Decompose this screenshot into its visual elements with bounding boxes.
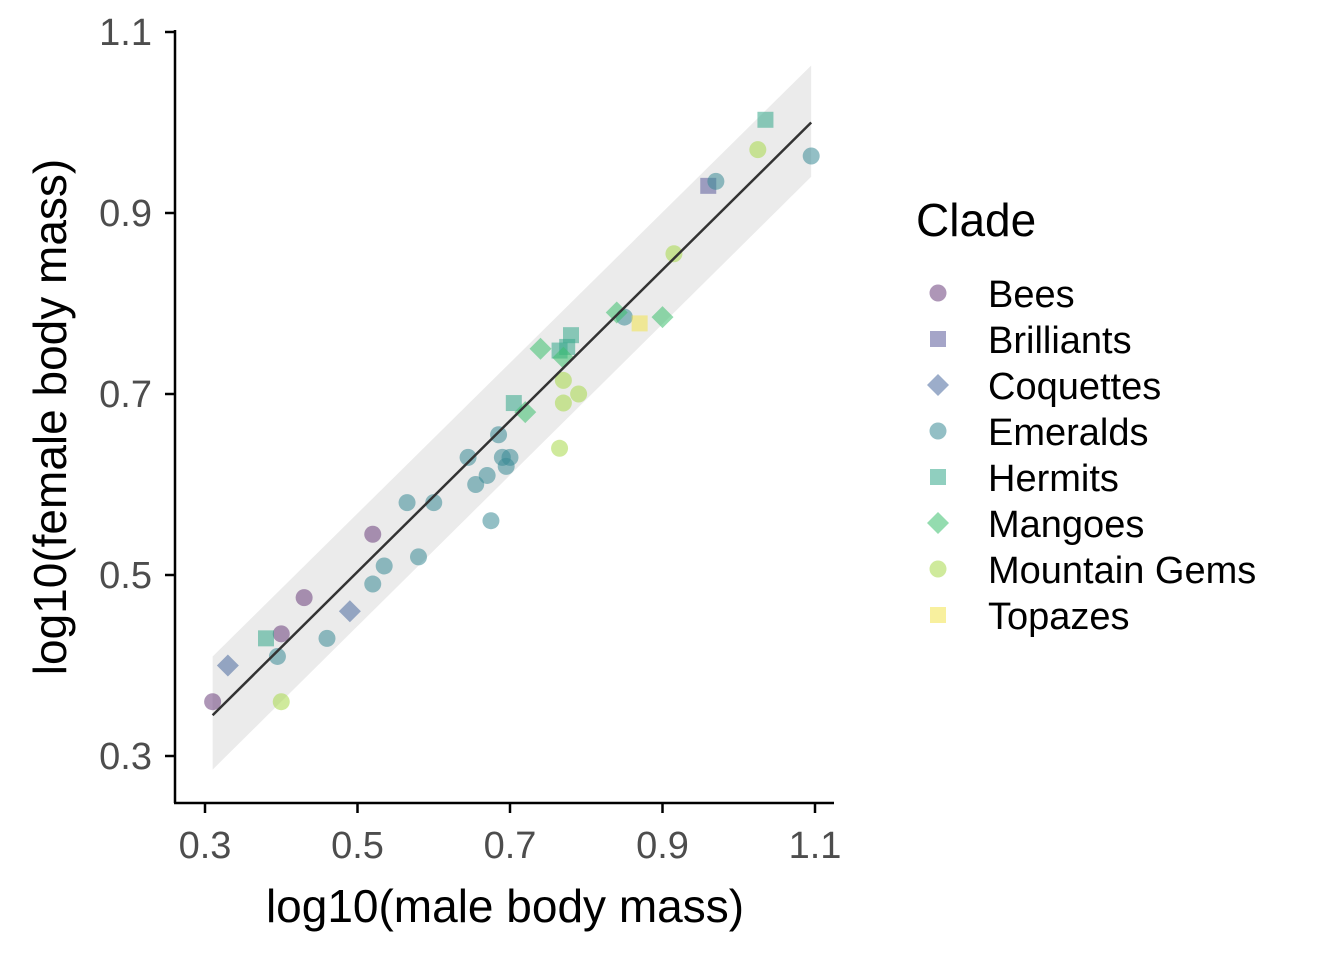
point-emeralds bbox=[375, 557, 393, 575]
y-tick-label: 0.9 bbox=[99, 193, 152, 235]
point-coquettes bbox=[216, 654, 239, 677]
point-emeralds bbox=[501, 448, 519, 466]
point-emeralds bbox=[707, 172, 725, 190]
legend-label-emeralds: Emeralds bbox=[988, 412, 1149, 454]
point-hermits bbox=[563, 327, 579, 344]
point-mountain-gems bbox=[551, 439, 569, 457]
legend-label-mountain-gems: Mountain Gems bbox=[988, 550, 1256, 592]
legend-key-mountain-gems bbox=[929, 560, 947, 578]
y-axis-title: log10(female body mass) bbox=[24, 159, 76, 675]
legend: Clade BeesBrilliantsCoquettesEmeraldsHer… bbox=[916, 194, 1256, 638]
point-mountain-gems bbox=[272, 693, 290, 711]
legend-title: Clade bbox=[916, 194, 1036, 246]
point-mountain-gems bbox=[749, 141, 767, 159]
legend-label-hermits: Hermits bbox=[988, 458, 1119, 500]
point-mountain-gems bbox=[665, 245, 683, 263]
point-emeralds bbox=[410, 548, 427, 566]
point-emeralds bbox=[482, 512, 500, 530]
x-axis-title: log10(male body mass) bbox=[266, 880, 744, 932]
legend-items: BeesBrilliantsCoquettesEmeraldsHermitsMa… bbox=[927, 274, 1256, 638]
x-tick-label: 0.7 bbox=[484, 825, 537, 867]
legend-key-bees bbox=[929, 284, 947, 302]
legend-label-brilliants: Brilliants bbox=[988, 320, 1132, 362]
y-tick-label: 0.7 bbox=[99, 374, 152, 416]
legend-label-mangoes: Mangoes bbox=[988, 504, 1144, 546]
point-hermits bbox=[757, 111, 774, 128]
y-tick-label: 0.5 bbox=[99, 555, 152, 597]
x-axis-ticks: 0.3 0.5 0.7 0.9 1.1 bbox=[179, 803, 842, 867]
point-mangoes bbox=[514, 401, 537, 424]
point-bees bbox=[364, 525, 382, 543]
legend-label-bees: Bees bbox=[988, 274, 1075, 316]
x-tick-label: 0.5 bbox=[331, 825, 384, 867]
legend-label-topazes: Topazes bbox=[988, 596, 1130, 638]
point-mangoes bbox=[651, 306, 674, 329]
point-emeralds bbox=[490, 426, 508, 444]
point-emeralds bbox=[467, 476, 485, 493]
y-tick-label: 1.1 bbox=[99, 12, 152, 54]
legend-key-brilliants bbox=[930, 331, 946, 347]
point-mangoes bbox=[605, 301, 628, 324]
x-tick-label: 0.3 bbox=[179, 825, 232, 867]
point-mountain-gems bbox=[570, 385, 588, 403]
point-emeralds bbox=[268, 647, 286, 665]
point-mountain-gems bbox=[554, 394, 572, 412]
point-coquettes bbox=[338, 600, 361, 623]
x-tick-label: 0.9 bbox=[636, 825, 689, 867]
point-mangoes bbox=[529, 337, 552, 360]
point-emeralds bbox=[425, 494, 443, 512]
plot-panel bbox=[204, 65, 820, 770]
y-axis-ticks: 0.3 0.5 0.7 0.9 1.1 bbox=[99, 12, 175, 778]
y-tick-label: 0.3 bbox=[99, 736, 152, 778]
point-bees bbox=[204, 693, 222, 711]
legend-key-mangoes bbox=[927, 512, 949, 534]
point-bees bbox=[272, 625, 290, 643]
point-emeralds bbox=[459, 448, 477, 466]
point-emeralds bbox=[364, 575, 382, 593]
point-hermits bbox=[505, 395, 522, 412]
point-mountain-gems bbox=[554, 371, 572, 389]
point-emeralds bbox=[802, 147, 820, 165]
x-tick-label: 1.1 bbox=[789, 825, 842, 867]
legend-key-coquettes bbox=[927, 374, 949, 396]
point-emeralds bbox=[478, 466, 496, 484]
point-emeralds bbox=[318, 629, 336, 647]
legend-key-topazes bbox=[930, 607, 946, 623]
point-hermits bbox=[258, 630, 274, 647]
regression-line bbox=[211, 121, 813, 717]
point-topazes bbox=[631, 315, 648, 332]
data-points bbox=[204, 111, 820, 711]
point-emeralds bbox=[398, 494, 416, 512]
legend-label-coquettes: Coquettes bbox=[988, 366, 1161, 408]
legend-key-hermits bbox=[930, 469, 946, 485]
legend-key-emeralds bbox=[929, 422, 947, 440]
point-bees bbox=[295, 589, 313, 607]
